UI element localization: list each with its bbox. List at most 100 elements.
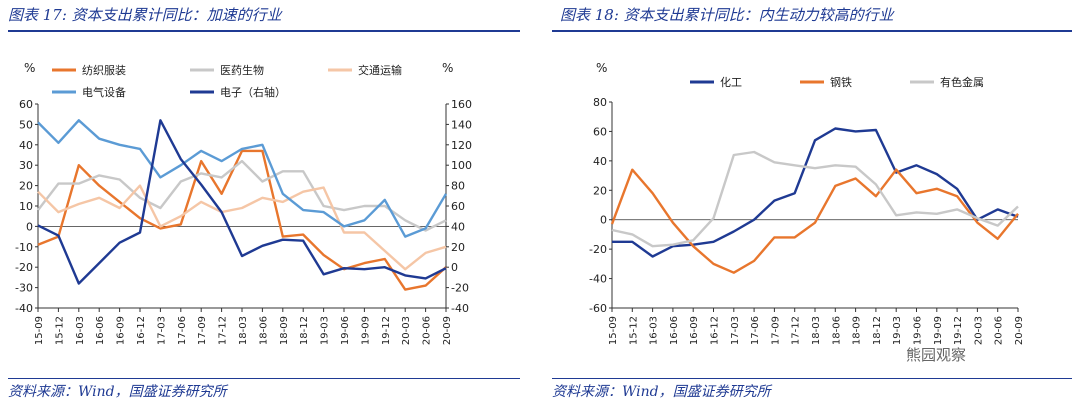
- left-y2-tick-label: 60: [451, 200, 465, 213]
- left-y2-axis-unit: %: [442, 61, 453, 75]
- right-x-tick-label: 18-09: [852, 316, 863, 345]
- left-x-tick-label: 17-12: [218, 316, 229, 345]
- left-series-line: [37, 149, 447, 291]
- right-x-tick-label: 17-09: [770, 316, 781, 345]
- left-legend-label: 交通运输: [358, 63, 402, 77]
- right-series-line: [610, 168, 1019, 274]
- left-y2-tick-label: 80: [451, 180, 465, 193]
- left-legend-label: 电气设备: [82, 85, 126, 99]
- right-x-tick-label: 16-06: [669, 316, 680, 345]
- left-y-tick-label: 40: [19, 139, 33, 152]
- right-y-tick-label: 40: [593, 155, 607, 168]
- left-x-tick-label: 19-06: [340, 316, 351, 345]
- left-y-tick-label: -30: [15, 282, 33, 295]
- left-x-tick-label: 16-09: [116, 316, 127, 345]
- right-x-tick-label: 16-09: [689, 316, 700, 345]
- right-y-tick-label: -60: [589, 302, 607, 315]
- right-source-note: 资料来源：Wind，国盛证券研究所: [552, 384, 771, 400]
- left-y-tick-label: 50: [19, 118, 33, 131]
- right-legend-label: 有色金属: [940, 75, 984, 89]
- left-series-line: [37, 159, 447, 232]
- left-y2-tick-label: -20: [451, 282, 469, 295]
- right-chart-title: 图表 18: 资本支出累计同比：内生动力较高的行业: [560, 6, 894, 24]
- right-x-tick-label: 17-03: [730, 316, 741, 345]
- left-source-rule: [8, 378, 520, 379]
- right-y-axis-unit: %: [596, 61, 607, 75]
- right-x-tick-label: 18-12: [872, 316, 883, 345]
- left-x-tick-label: 16-03: [75, 316, 86, 345]
- right-x-tick-label: 20-09: [1014, 316, 1025, 345]
- right-x-tick-label: 15-12: [628, 316, 639, 345]
- left-legend-label: 纺织服装: [82, 63, 126, 77]
- right-x-tick-label: 15-09: [608, 316, 619, 345]
- right-legend-label: 钢铁: [830, 76, 852, 89]
- right-y-tick-label: -20: [589, 243, 607, 256]
- left-legend-label: 医药生物: [220, 63, 264, 77]
- right-y-tick-label: 0: [600, 214, 607, 227]
- left-y-tick-label: 10: [19, 200, 33, 213]
- left-y-axis-unit: %: [24, 61, 35, 75]
- left-x-tick-label: 18-03: [238, 316, 249, 345]
- right-title-rule: [552, 30, 1072, 32]
- left-y-tick-label: 30: [19, 159, 33, 172]
- right-x-tick-label: 17-06: [750, 316, 761, 345]
- left-y-tick-label: -10: [15, 241, 33, 254]
- right-x-tick-label: 18-06: [831, 316, 842, 345]
- right-x-tick-label: 17-12: [791, 316, 802, 345]
- left-y-tick-label: 60: [19, 98, 33, 111]
- left-series-line: [37, 184, 447, 271]
- left-series-line: [37, 119, 448, 238]
- left-x-tick-label: 19-03: [320, 316, 331, 345]
- right-x-tick-label: 19-09: [933, 316, 944, 345]
- left-y-tick-label: -40: [15, 302, 33, 315]
- left-x-tick-label: 16-12: [136, 316, 147, 345]
- right-x-tick-label: 19-06: [913, 316, 924, 345]
- left-y2-tick-label: -40: [451, 302, 469, 315]
- left-x-tick-label: 18-09: [279, 316, 290, 345]
- left-x-tick-label: 20-03: [401, 316, 412, 345]
- left-x-tick-label: 19-12: [381, 316, 392, 345]
- right-source-rule: [552, 378, 1072, 379]
- left-y2-tick-label: 0: [451, 261, 458, 274]
- right-series-line: [611, 150, 1019, 248]
- left-source-note: 资料来源：Wind，国盛证券研究所: [8, 384, 227, 400]
- right-series-line: [612, 127, 1019, 258]
- right-x-tick-label: 20-03: [973, 316, 984, 345]
- right-x-tick-label: 19-03: [892, 316, 903, 345]
- left-x-tick-label: 20-09: [442, 316, 453, 345]
- left-y2-tick-label: 120: [451, 139, 472, 152]
- left-y-tick-label: 20: [19, 180, 33, 193]
- left-legend-label: 电子（右轴）: [220, 85, 286, 99]
- left-x-tick-label: 20-06: [422, 316, 433, 345]
- left-x-tick-label: 15-09: [34, 316, 45, 345]
- right-x-tick-label: 16-03: [649, 316, 660, 345]
- left-y2-tick-label: 140: [451, 118, 472, 131]
- left-x-tick-label: 17-03: [156, 316, 167, 345]
- right-x-tick-label: 20-06: [994, 316, 1005, 345]
- watermark-text: 熊园观察: [906, 346, 967, 364]
- right-y-tick-label: 80: [593, 96, 607, 109]
- left-x-tick-label: 15-12: [54, 316, 65, 345]
- left-y2-tick-label: 20: [451, 241, 465, 254]
- left-x-tick-label: 17-06: [177, 316, 188, 345]
- left-x-tick-label: 18-06: [258, 316, 269, 345]
- right-y-tick-label: 20: [593, 184, 607, 197]
- left-x-tick-label: 19-09: [360, 316, 371, 345]
- left-x-tick-label: 17-09: [197, 316, 208, 345]
- left-y2-tick-label: 100: [451, 159, 472, 172]
- right-y-tick-label: 60: [593, 125, 607, 138]
- right-x-tick-label: 18-03: [811, 316, 822, 345]
- right-y-tick-label: -40: [589, 273, 607, 286]
- right-x-tick-label: 16-12: [710, 316, 721, 345]
- left-y2-tick-label: 160: [451, 98, 472, 111]
- right-x-tick-label: 19-12: [953, 316, 964, 345]
- left-y2-tick-label: 40: [451, 220, 465, 233]
- left-chart-title: 图表 17: 资本支出累计同比：加速的行业: [8, 6, 282, 24]
- right-legend-label: 化工: [720, 75, 742, 89]
- left-title-rule: [8, 30, 520, 32]
- left-y-tick-label: -20: [15, 261, 33, 274]
- left-x-tick-label: 16-06: [95, 316, 106, 345]
- left-series-line: [37, 119, 447, 285]
